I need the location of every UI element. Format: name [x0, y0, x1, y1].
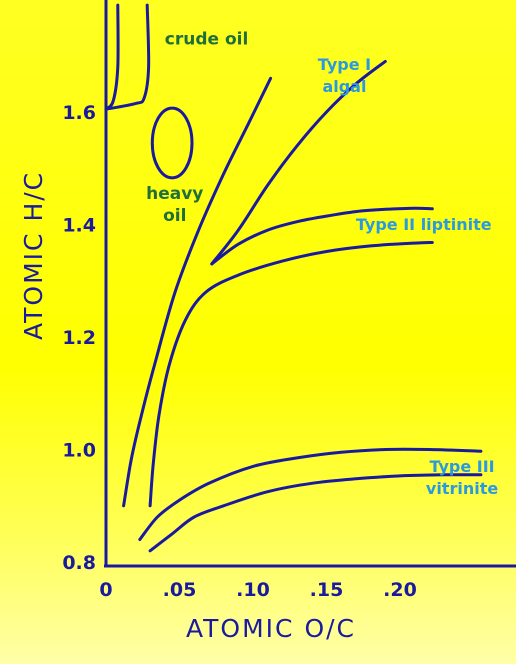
x-axis-title: ATOMIC O/C — [186, 614, 356, 643]
y-tick-label-4: 1.6 — [62, 102, 96, 124]
type-ii-lower-curve — [148, 241, 434, 508]
x-tick-label-0: 0 — [99, 579, 112, 601]
crude-oil-boundary-left — [104, 3, 120, 111]
crude-oil-boundary-right — [104, 3, 151, 111]
tick-labels-layer: 0 .05 .10 .15 .20 0.8 1.0 1.2 1.4 1.6 — [62, 102, 417, 601]
type-ii-label: Type II liptinite — [356, 215, 492, 234]
crude-oil-label: crude oil — [165, 30, 249, 50]
heavy-oil-label: heavy oil — [146, 184, 203, 226]
y-tick-label-0: 0.8 — [62, 552, 96, 574]
type-iii-upper-curve — [138, 447, 483, 541]
type-i-outer-curve — [122, 76, 273, 508]
type-i-inner-curve — [210, 59, 387, 266]
curves-layer — [104, 3, 483, 553]
x-tick-label-1: .05 — [163, 579, 197, 601]
x-tick-label-3: .15 — [310, 579, 344, 601]
x-tick-label-2: .10 — [236, 579, 270, 601]
y-tick-label-2: 1.2 — [62, 327, 96, 349]
y-tick-label-1: 1.0 — [62, 440, 96, 462]
heavy-oil-ellipse — [150, 106, 194, 180]
type-iii-lower-curve — [148, 473, 483, 553]
x-tick-label-4: .20 — [383, 579, 417, 601]
y-tick-label-3: 1.4 — [62, 215, 96, 237]
type-ii-upper-curve — [210, 206, 434, 266]
axes-layer — [104, 0, 516, 568]
y-axis-title: ATOMIC H/C — [19, 171, 48, 340]
type-iii-label: Type III vitrinite — [426, 457, 498, 498]
